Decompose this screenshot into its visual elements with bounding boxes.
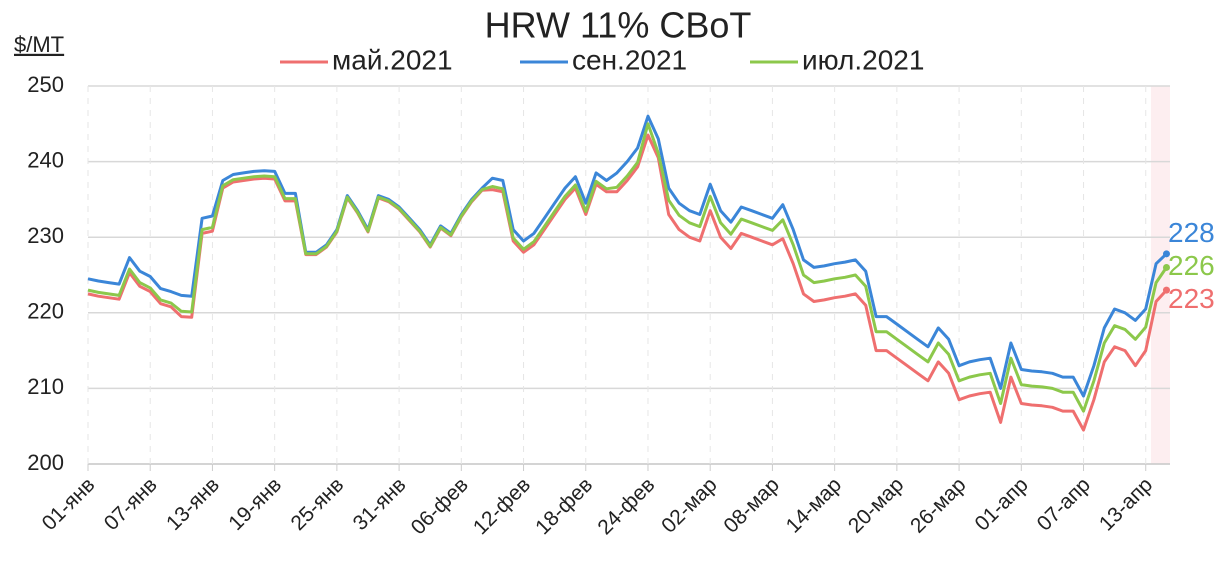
x-tick-label: 19-янв (224, 473, 286, 535)
series-line (87, 133, 1168, 432)
x-tick-label: 01-янв (38, 473, 100, 535)
y-tick-label: 240 (27, 147, 64, 172)
end-label: 226 (1168, 250, 1215, 281)
y-tick-label: 230 (27, 223, 64, 248)
x-tick-label: 31-янв (349, 473, 411, 535)
x-tick-label: 20-мар (844, 473, 908, 537)
x-tick-label: 08-мар (719, 473, 783, 537)
legend-label: июл.2021 (802, 44, 924, 75)
x-tick-label: 13-апр (1095, 473, 1157, 535)
legend-label: май.2021 (332, 44, 453, 75)
y-axis-label: $/MT (14, 32, 64, 57)
end-label: 223 (1168, 283, 1215, 314)
end-dot (1162, 263, 1170, 271)
x-tick-label: 02-мар (657, 473, 721, 537)
end-dot (1162, 250, 1170, 258)
x-tick-label: 13-янв (162, 473, 224, 535)
end-label: 228 (1168, 217, 1215, 248)
x-tick-label: 18-фев (531, 473, 597, 539)
x-tick-label: 26-мар (906, 473, 970, 537)
y-tick-label: 200 (27, 450, 64, 475)
x-tick-label: 25-янв (286, 473, 348, 535)
chart-title: HRW 11% CBoT (485, 5, 752, 46)
end-dot (1162, 286, 1170, 294)
series-line (87, 122, 1168, 413)
x-tick-label: 24-фев (593, 473, 659, 539)
x-tick-label: 14-мар (782, 473, 846, 537)
y-tick-label: 250 (27, 72, 64, 97)
y-tick-label: 210 (27, 374, 64, 399)
x-tick-label: 07-янв (100, 473, 162, 535)
x-tick-label: 06-фев (407, 473, 473, 539)
legend-label: сен.2021 (572, 44, 687, 75)
series-line (87, 114, 1168, 398)
x-tick-label: 12-фев (469, 473, 535, 539)
y-tick-label: 220 (27, 299, 64, 324)
x-tick-label: 07-апр (1033, 473, 1095, 535)
x-tick-label: 01-апр (970, 473, 1032, 535)
